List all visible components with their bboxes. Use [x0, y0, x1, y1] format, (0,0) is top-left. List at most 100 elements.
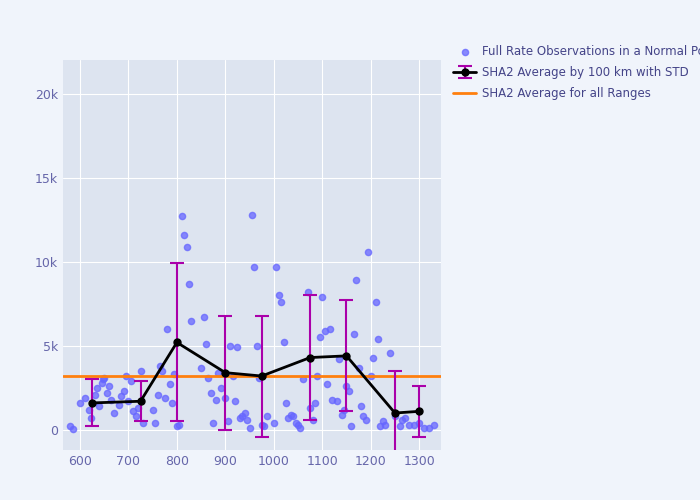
Full Rate Observations in a Normal Point	[278, 338, 289, 346]
Full Rate Observations in a Normal Point	[85, 414, 96, 422]
Full Rate Observations in a Normal Point	[125, 377, 136, 385]
Full Rate Observations in a Normal Point	[314, 334, 326, 342]
Full Rate Observations in a Normal Point	[251, 342, 262, 350]
Full Rate Observations in a Normal Point	[394, 422, 405, 430]
Full Rate Observations in a Normal Point	[268, 419, 279, 427]
Full Rate Observations in a Normal Point	[205, 389, 216, 397]
Full Rate Observations in a Normal Point	[372, 335, 384, 343]
Full Rate Observations in a Normal Point	[319, 326, 330, 334]
Full Rate Observations in a Normal Point	[288, 412, 299, 420]
Full Rate Observations in a Normal Point	[336, 410, 347, 418]
Full Rate Observations in a Normal Point	[253, 374, 265, 382]
Full Rate Observations in a Normal Point	[106, 396, 117, 404]
Full Rate Observations in a Normal Point	[74, 399, 85, 407]
Full Rate Observations in a Normal Point	[91, 384, 102, 392]
Full Rate Observations in a Normal Point	[101, 389, 112, 397]
Full Rate Observations in a Normal Point	[164, 380, 175, 388]
Full Rate Observations in a Normal Point	[94, 402, 105, 410]
Full Rate Observations in a Normal Point	[399, 414, 410, 422]
Full Rate Observations in a Normal Point	[237, 412, 248, 420]
Full Rate Observations in a Normal Point	[280, 399, 291, 407]
Full Rate Observations in a Normal Point	[227, 372, 238, 380]
Full Rate Observations in a Normal Point	[276, 298, 287, 306]
Full Rate Observations in a Normal Point	[96, 379, 107, 387]
Full Rate Observations in a Normal Point	[343, 387, 354, 395]
Full Rate Observations in a Normal Point	[298, 376, 309, 384]
Full Rate Observations in a Normal Point	[307, 416, 318, 424]
Full Rate Observations in a Normal Point	[118, 387, 130, 395]
Full Rate Observations in a Normal Point	[285, 410, 296, 418]
Full Rate Observations in a Normal Point	[368, 354, 379, 362]
Full Rate Observations in a Normal Point	[167, 399, 178, 407]
Full Rate Observations in a Normal Point	[239, 409, 251, 417]
Full Rate Observations in a Normal Point	[79, 394, 90, 402]
Full Rate Observations in a Normal Point	[147, 406, 158, 413]
Full Rate Observations in a Normal Point	[178, 231, 190, 239]
Full Rate Observations in a Normal Point	[162, 325, 173, 333]
Full Rate Observations in a Normal Point	[424, 424, 435, 432]
Full Rate Observations in a Normal Point	[248, 263, 260, 271]
Full Rate Observations in a Normal Point	[137, 419, 148, 427]
Full Rate Observations in a Normal Point	[353, 364, 364, 372]
Full Rate Observations in a Normal Point	[283, 414, 294, 422]
Full Rate Observations in a Normal Point	[172, 422, 183, 430]
Full Rate Observations in a Normal Point	[210, 396, 221, 404]
Full Rate Observations in a Normal Point	[200, 340, 211, 348]
Full Rate Observations in a Normal Point	[183, 280, 195, 287]
Full Rate Observations in a Normal Point	[198, 313, 209, 321]
Full Rate Observations in a Normal Point	[379, 421, 391, 429]
Full Rate Observations in a Normal Point	[351, 276, 362, 284]
Full Rate Observations in a Normal Point	[374, 422, 386, 430]
Full Rate Observations in a Normal Point	[419, 424, 430, 432]
Full Rate Observations in a Normal Point	[365, 372, 377, 380]
Full Rate Observations in a Normal Point	[127, 408, 139, 416]
Full Rate Observations in a Normal Point	[203, 374, 214, 382]
Full Rate Observations in a Normal Point	[428, 421, 440, 429]
Full Rate Observations in a Normal Point	[356, 402, 367, 410]
Full Rate Observations in a Normal Point	[225, 342, 236, 350]
Full Rate Observations in a Normal Point	[271, 263, 282, 271]
Full Rate Observations in a Normal Point	[331, 397, 342, 405]
Full Rate Observations in a Normal Point	[64, 422, 76, 430]
Full Rate Observations in a Normal Point	[360, 416, 372, 424]
Full Rate Observations in a Normal Point	[215, 384, 226, 392]
Full Rate Observations in a Normal Point	[220, 394, 231, 402]
Full Rate Observations in a Normal Point	[389, 412, 400, 420]
Full Rate Observations in a Normal Point	[358, 412, 369, 420]
Full Rate Observations in a Normal Point	[208, 419, 219, 427]
Full Rate Observations in a Normal Point	[241, 416, 253, 424]
Full Rate Observations in a Normal Point	[246, 210, 258, 218]
Legend: Full Rate Observations in a Normal Point, SHA2 Average by 100 km with STD, SHA2 : Full Rate Observations in a Normal Point…	[448, 40, 700, 105]
Full Rate Observations in a Normal Point	[404, 421, 415, 429]
Full Rate Observations in a Normal Point	[230, 397, 241, 405]
Full Rate Observations in a Normal Point	[176, 212, 188, 220]
Full Rate Observations in a Normal Point	[99, 374, 110, 382]
Full Rate Observations in a Normal Point	[122, 397, 134, 405]
Full Rate Observations in a Normal Point	[256, 421, 267, 429]
Full Rate Observations in a Normal Point	[104, 382, 115, 390]
Full Rate Observations in a Normal Point	[120, 372, 132, 380]
Full Rate Observations in a Normal Point	[348, 330, 359, 338]
Full Rate Observations in a Normal Point	[159, 394, 170, 402]
Full Rate Observations in a Normal Point	[244, 424, 256, 432]
Full Rate Observations in a Normal Point	[409, 421, 420, 429]
Full Rate Observations in a Normal Point	[273, 292, 284, 300]
Full Rate Observations in a Normal Point	[97, 376, 108, 384]
Full Rate Observations in a Normal Point	[116, 392, 127, 400]
Full Rate Observations in a Normal Point	[326, 396, 337, 404]
Full Rate Observations in a Normal Point	[108, 409, 120, 417]
Full Rate Observations in a Normal Point	[186, 316, 197, 324]
Full Rate Observations in a Normal Point	[316, 293, 328, 301]
Full Rate Observations in a Normal Point	[290, 419, 301, 427]
Full Rate Observations in a Normal Point	[89, 390, 100, 398]
Full Rate Observations in a Normal Point	[132, 404, 144, 412]
Full Rate Observations in a Normal Point	[324, 325, 335, 333]
Full Rate Observations in a Normal Point	[261, 412, 272, 420]
Full Rate Observations in a Normal Point	[154, 362, 165, 370]
Full Rate Observations in a Normal Point	[377, 418, 388, 426]
Full Rate Observations in a Normal Point	[174, 421, 185, 429]
Full Rate Observations in a Normal Point	[293, 421, 304, 429]
Full Rate Observations in a Normal Point	[181, 242, 193, 250]
Full Rate Observations in a Normal Point	[370, 298, 382, 306]
Full Rate Observations in a Normal Point	[195, 364, 206, 372]
